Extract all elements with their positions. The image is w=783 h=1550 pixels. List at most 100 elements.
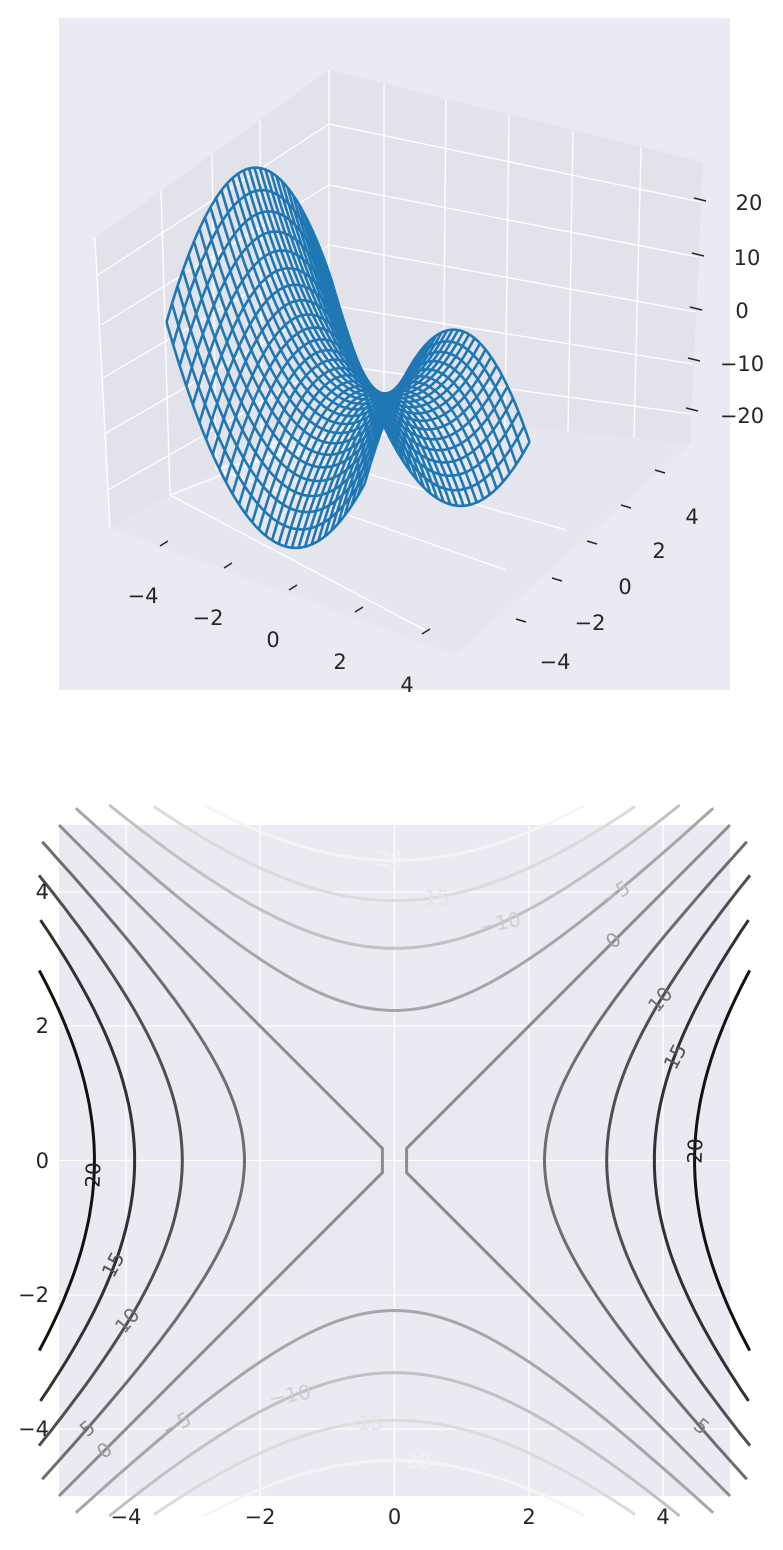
x-tick-mark [288, 584, 298, 591]
x-tick-mark [159, 540, 169, 547]
z-tick-mark [693, 197, 707, 202]
wireframe-line [251, 366, 419, 523]
y-tick-mark [620, 504, 632, 509]
y-tick-label: −4 [18, 1417, 49, 1441]
x-tick-mark [223, 562, 233, 569]
wireframe-line [290, 392, 459, 549]
wireframe-line [191, 249, 360, 406]
contour-line [108, 803, 681, 950]
x-tick-label: 4 [656, 1505, 669, 1529]
x-tick-label: 2 [333, 650, 346, 674]
wireframe-line [363, 328, 531, 485]
z-tick-labels-3d: −20 −10 0 10 20 [720, 191, 764, 428]
y-tick-label: 4 [685, 505, 698, 529]
y-tick-label: 2 [36, 1014, 49, 1038]
grid-line [328, 184, 699, 258]
grid-line [160, 190, 171, 496]
y-tick-label: −2 [18, 1283, 49, 1307]
grid-line [328, 244, 697, 313]
contour-line [37, 969, 96, 1352]
z-tick-label: 0 [735, 299, 748, 323]
wireframe-line [264, 379, 432, 536]
grid-line [261, 424, 506, 445]
contour-line [108, 1371, 681, 1518]
x-tick-label: −4 [111, 1505, 142, 1529]
wireframe-line [211, 298, 379, 455]
contour-label: 15 [424, 886, 449, 910]
z-tick-mark [691, 252, 705, 257]
grid-line [169, 412, 385, 496]
wireframe-panel: −4 −2 0 2 4 −4 −2 0 2 4 −20 −10 0 10 20 [59, 18, 764, 697]
contour-label: 20 [377, 847, 402, 871]
y-tick-label: 0 [36, 1149, 49, 1173]
contour-label: 20 [81, 1162, 106, 1188]
contour-line [39, 919, 137, 1402]
y-tick-label: −4 [540, 650, 571, 674]
y-tick-label: −2 [575, 611, 606, 635]
contour-line [203, 803, 586, 862]
y-tick-labels-3d: −4 −2 0 2 4 [540, 505, 699, 674]
z-tick-label: −20 [720, 404, 764, 428]
wireframe-line [178, 210, 346, 367]
wireframe-line [257, 373, 426, 530]
contour-line [37, 874, 184, 1447]
wireframe-line [185, 230, 353, 387]
x-tick-label: 2 [522, 1505, 535, 1529]
wireframe-line [171, 188, 340, 345]
wireframe-line [165, 166, 333, 323]
contour-y-ticks: −4 −2 0 2 4 [18, 880, 49, 1441]
x-tick-label: 0 [266, 628, 279, 652]
wireframe-line [204, 283, 373, 440]
grid-line [94, 237, 111, 529]
x-tick-mark [421, 628, 431, 635]
wireframe-surface [165, 166, 531, 550]
contour-line [203, 1459, 586, 1518]
grid-line [328, 123, 702, 203]
wireframe-line [336, 367, 505, 524]
z-tick-mark [687, 357, 701, 362]
wireframe-line [198, 266, 366, 423]
contour-line [41, 840, 247, 1481]
wireframe-line [277, 388, 445, 545]
contour-panel: 20 15 −10 −5 0 10 15 20 20 15 10 5 0 −5 … [18, 803, 752, 1529]
contour-line [57, 823, 384, 1498]
y-tick-mark [515, 618, 527, 623]
contour-x-ticks: −4 −2 0 2 4 [111, 1505, 670, 1529]
contour-line [652, 919, 750, 1402]
wireframe-line [270, 384, 439, 541]
contour-line [153, 1418, 636, 1516]
wireframe-line [350, 350, 518, 507]
wireframe-line [343, 359, 511, 516]
contour-lines [37, 803, 752, 1518]
contour-label: −15 [341, 1411, 383, 1435]
wireframe-line [356, 340, 525, 497]
z-tick-mark [689, 306, 703, 311]
y-tick-mark [586, 540, 598, 545]
grid-line [169, 494, 426, 631]
y-tick-mark [551, 577, 563, 582]
x-tick-label: 4 [400, 673, 413, 697]
grid-line [633, 147, 642, 439]
contour-line [542, 840, 748, 1481]
y-tick-label: 2 [652, 539, 665, 563]
grid-line [567, 130, 574, 433]
grid-line [328, 304, 694, 365]
wireframe-line [284, 390, 452, 547]
pane-floor [110, 408, 690, 655]
contour-line [693, 969, 752, 1352]
contour-line [153, 805, 636, 903]
z-tick-label: −10 [720, 352, 764, 376]
wireframe-line [317, 385, 485, 542]
y-tick-mark [654, 469, 666, 474]
wireframe-line [297, 392, 465, 549]
contour-label: −20 [389, 1449, 431, 1473]
z-tick-label: 10 [734, 246, 761, 270]
x-tick-labels-3d: −4 −2 0 2 4 [128, 584, 414, 697]
contour-label: 20 [683, 1138, 708, 1164]
x-tick-label: −4 [128, 584, 159, 608]
grid-line [504, 114, 510, 426]
x-tick-label: 0 [388, 1505, 401, 1529]
axis-ticks-3d [159, 197, 707, 635]
wireframe-line [330, 374, 498, 531]
